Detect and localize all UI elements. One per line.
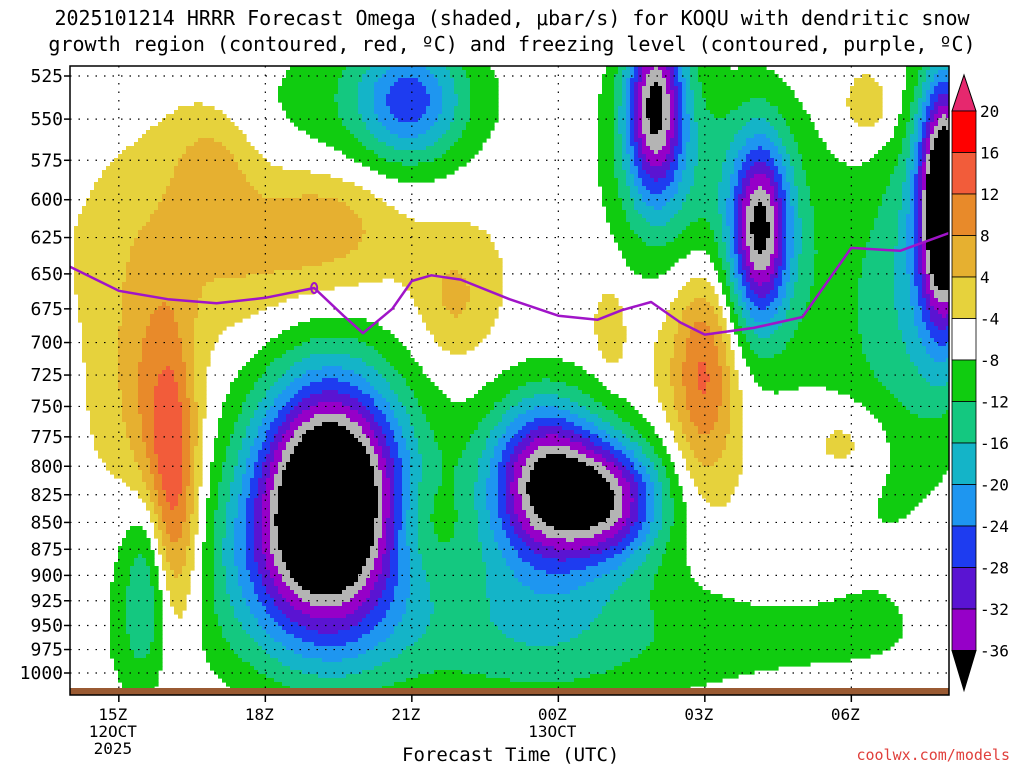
y-tick-label: 600 <box>30 190 63 211</box>
colorbar-label: -32 <box>980 600 1009 619</box>
credit-link[interactable]: coolwx.com/models <box>856 746 1010 764</box>
y-tick-label: 650 <box>30 264 63 285</box>
y-tick-label: 675 <box>30 299 63 320</box>
chart-title-line-1: 2025101214 HRRR Forecast Omega (shaded, … <box>54 6 970 30</box>
colorbar-segment <box>951 608 977 651</box>
colorbar-label: -4 <box>980 310 999 329</box>
colorbar-segment <box>951 525 977 568</box>
x-tick-label: 12OCT <box>89 722 138 741</box>
colorbar-segment <box>951 152 977 195</box>
colorbar-segment <box>951 359 977 402</box>
x-axis-title: Forecast Time (UTC) <box>402 744 620 766</box>
omega-shading <box>74 66 949 688</box>
x-tick-label: 06Z <box>831 705 860 724</box>
y-tick-label: 575 <box>30 150 63 171</box>
y-tick-label: 1000 <box>20 663 63 684</box>
colorbar-segment <box>951 442 977 485</box>
colorbar-label: -36 <box>980 642 1009 661</box>
colorbar: 20 16 12 8 4 -4 -8 -12 -16 -20 -24 -28 -32 -36 <box>951 73 1009 693</box>
colorbar-segment <box>951 235 977 278</box>
colorbar-segment <box>951 110 977 153</box>
y-tick-label: 700 <box>30 333 63 354</box>
y-tick-label: 550 <box>30 109 63 130</box>
colorbar-bottom-arrow <box>951 650 977 693</box>
y-tick-label: 625 <box>30 228 63 249</box>
colorbar-top-arrow <box>951 73 977 112</box>
x-tick-label: 2025 <box>94 739 133 758</box>
y-tick-label: 775 <box>30 427 63 448</box>
colorbar-label: 16 <box>980 144 999 163</box>
x-tick-label: 00Z <box>538 705 567 724</box>
colorbar-label: -24 <box>980 517 1009 536</box>
y-tick-label: 850 <box>30 512 63 533</box>
colorbar-label: -8 <box>980 351 999 370</box>
freezing-level-loop <box>310 282 319 295</box>
x-tick-label: 15Z <box>98 705 127 724</box>
y-tick-label: 525 <box>30 66 63 87</box>
x-tick-label: 18Z <box>245 705 274 724</box>
colorbar-segment <box>951 484 977 527</box>
colorbar-segment <box>951 276 977 319</box>
y-tick-label: 975 <box>30 640 63 661</box>
colorbar-segment <box>951 318 977 361</box>
colorbar-segment <box>951 567 977 610</box>
colorbar-label: -12 <box>980 393 1009 412</box>
y-tick-label: 925 <box>30 591 63 612</box>
x-tick-label: 13OCT <box>528 722 577 741</box>
colorbar-label: -28 <box>980 559 1009 578</box>
colorbar-label: 12 <box>980 185 999 204</box>
ground-strip <box>70 688 949 695</box>
y-tick-label: 825 <box>30 485 63 506</box>
y-axis: 525 550 575 600 625 650 675 700 725 750 775 800 825 8… <box>20 66 70 684</box>
colorbar-segment <box>951 193 977 236</box>
colorbar-label: 8 <box>980 227 990 246</box>
freezing-level-line <box>70 231 949 336</box>
y-tick-label: 950 <box>30 615 63 636</box>
plot-frame <box>69 65 950 696</box>
y-tick-label: 750 <box>30 396 63 417</box>
x-tick-label: 03Z <box>684 705 713 724</box>
colorbar-label: 20 <box>980 102 999 121</box>
y-tick-label: 725 <box>30 365 63 386</box>
colorbar-label: 4 <box>980 268 990 287</box>
freezing-level-contour <box>70 231 949 336</box>
chart-title-line-2: growth region (contoured, red, ºC) and f… <box>48 32 976 56</box>
colorbar-label: -20 <box>980 476 1009 495</box>
y-tick-label: 900 <box>30 565 63 586</box>
colorbar-label: -16 <box>980 434 1009 453</box>
colorbar-segment <box>951 401 977 444</box>
x-tick-label: 21Z <box>391 705 420 724</box>
y-tick-label: 875 <box>30 539 63 560</box>
y-tick-label: 800 <box>30 456 63 477</box>
